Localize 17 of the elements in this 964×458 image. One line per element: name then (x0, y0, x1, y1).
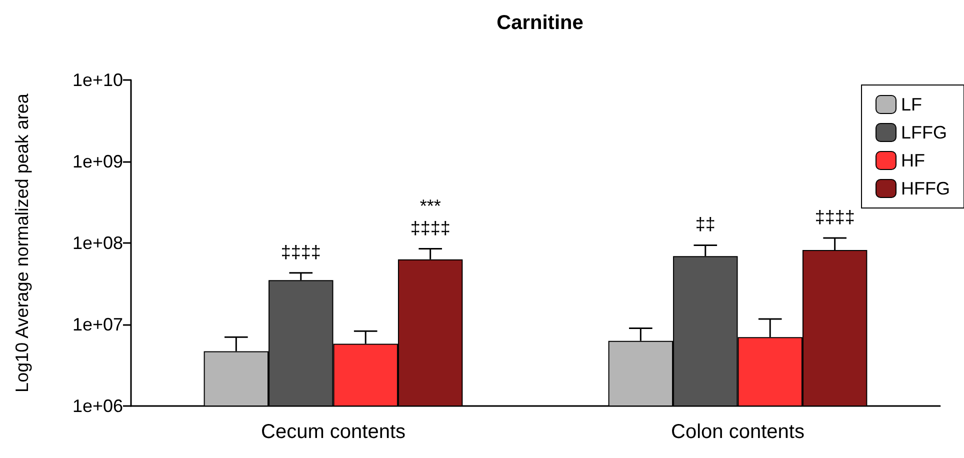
legend-label: HF (901, 150, 926, 170)
x-tick-label: Colon contents (671, 421, 804, 443)
y-tick-label: 1e+09 (72, 152, 123, 172)
legend-label: LF (901, 94, 922, 114)
legend-label: LFFG (901, 122, 948, 142)
data-label: ‡‡‡‡ (280, 242, 321, 262)
y-tick-label: 1e+07 (72, 314, 123, 334)
chart-title: Carnitine (496, 12, 584, 34)
data-label: ‡‡‡‡ (814, 207, 855, 228)
data-label: *** ‡‡‡‡ (410, 196, 450, 238)
y-tick-label: 1e+06 (72, 396, 123, 416)
legend-label: HFFG (901, 178, 950, 198)
y-tick-label: 1e+08 (72, 233, 123, 253)
data-label: ‡‡ (695, 214, 716, 234)
y-axis-title: Log10 Average normalized peak area (12, 92, 32, 392)
x-tick-label: Cecum contents (260, 421, 406, 443)
y-tick-label: 1e+10 (72, 70, 123, 90)
